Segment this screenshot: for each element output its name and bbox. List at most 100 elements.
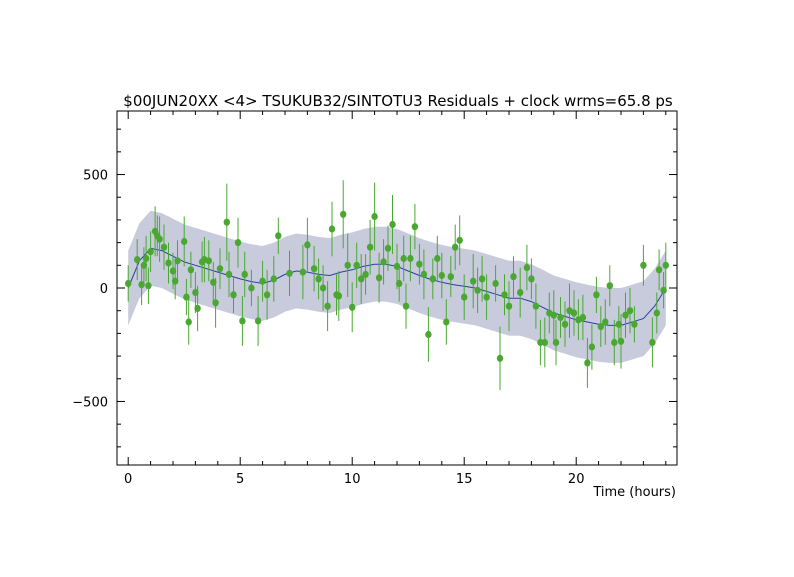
residual-point [622,311,629,319]
residual-point [335,292,342,300]
residual-point [443,318,450,326]
residual-point [353,261,360,269]
residual-point [402,302,410,310]
residual-point [611,338,618,347]
x-tick-label: 20 [568,472,585,487]
residual-point [230,291,237,299]
residual-point [561,320,569,328]
residual-point [438,271,445,280]
residual-point [496,354,504,362]
residual-point [147,248,154,256]
residual-point [194,304,201,312]
residual-point [125,279,132,288]
residual-point [653,309,660,317]
residual-point [216,265,224,273]
residual-point [371,212,378,221]
residual-point [138,281,145,289]
residual-point [248,284,255,292]
y-tick-label: −500 [72,395,108,410]
residual-point [615,320,622,328]
residual-point [660,286,667,294]
residual-point [606,282,613,290]
residual-point [210,278,217,286]
residual-point [181,237,188,246]
x-tick-label: 5 [236,472,244,487]
chart-title: $00JUN20XX <4> TSUKUB32/SINTOTU3 Residua… [123,92,673,110]
residual-point [470,277,477,285]
residual-point [447,273,454,281]
residual-point [517,288,524,297]
residual-point [165,259,172,267]
residual-point [140,261,148,269]
x-tick-label: 15 [456,472,473,487]
residual-point [557,313,564,322]
residual-point [134,256,141,264]
residual-point [393,262,401,270]
residual-point [358,275,365,283]
x-tick-label: 0 [124,472,132,487]
residual-point [537,338,544,347]
residual-point [234,239,242,247]
residual-point [239,317,246,325]
residual-point [532,302,540,310]
y-tick-label: 0 [100,282,108,297]
residual-point [183,293,190,301]
residual-point [505,302,513,310]
residual-point [420,270,428,278]
axis-ticks-layer: 0 5 10 15 20 −500 0 500 [72,111,677,487]
residual-point [626,307,634,315]
residual-point [416,260,423,268]
residual-point [541,338,548,347]
residual-point [523,264,531,272]
residual-point [456,236,463,244]
residual-point [570,309,578,317]
residual-point [461,293,468,301]
residual-point [588,343,596,351]
residual-point [340,210,347,218]
residual-point [362,270,369,278]
residual-point [552,338,560,347]
residual-point [584,359,591,367]
residual-point [275,232,282,240]
residual-point [550,311,557,319]
residual-point [474,286,481,294]
residual-point [192,288,199,297]
residual-point [510,273,517,281]
x-tick-label: 10 [344,472,361,487]
residual-point [375,274,383,282]
residual-point [649,338,656,347]
residual-point [324,302,331,310]
residual-point [384,244,392,252]
residual-point [411,223,419,231]
residual-point [640,261,647,269]
residual-point [425,330,432,339]
residual-point [400,254,407,263]
residual-point [241,270,248,278]
residual-point [452,243,459,251]
residual-point [389,220,396,229]
residual-point [205,257,212,265]
residual-point [172,277,179,285]
residual-point [142,254,150,263]
residual-point [259,277,266,285]
residual-point [366,243,374,251]
residual-point [319,284,327,292]
residual-point [429,275,436,283]
residual-point [174,257,181,265]
residual-point [655,266,663,274]
y-tick-label: 500 [83,169,108,184]
residual-point [304,241,311,249]
residual-point [187,266,195,274]
residual-points-layer [125,180,669,391]
residual-point [501,291,508,299]
x-axis-label: Time (hours) [592,485,676,500]
residual-point [593,291,600,299]
residual-point [169,267,177,275]
residual-point [492,279,499,288]
residual-point [223,218,230,226]
residual-point [597,323,604,331]
residual-point [617,337,625,345]
residual-point [380,258,387,266]
residual-point [407,254,414,263]
